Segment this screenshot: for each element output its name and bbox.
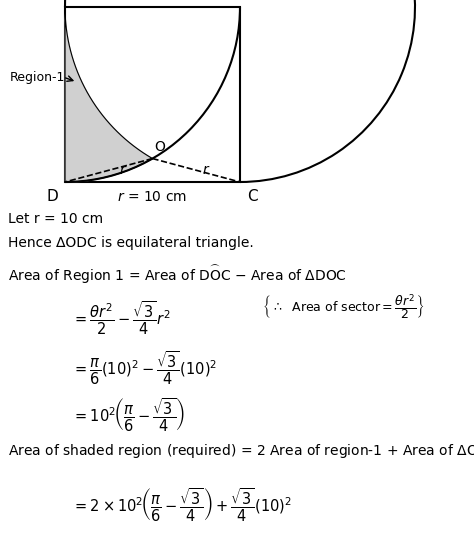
Polygon shape: [65, 7, 153, 182]
Text: $= 10^2\!\left(\dfrac{\pi}{6} - \dfrac{\sqrt{3}}{4}\right)$: $= 10^2\!\left(\dfrac{\pi}{6} - \dfrac{\…: [72, 397, 185, 434]
Text: O: O: [155, 140, 165, 154]
Text: $r$ = 10 cm: $r$ = 10 cm: [118, 190, 188, 204]
Text: Area of Region 1 = Area of $\overset{\frown}{\mathrm{DOC}}$ $-$ Area of $\Delta$: Area of Region 1 = Area of $\overset{\fr…: [8, 262, 347, 286]
Text: D: D: [46, 189, 58, 204]
Text: Hence ∆ODC is equilateral triangle.: Hence ∆ODC is equilateral triangle.: [8, 236, 254, 250]
Text: $= \dfrac{\theta r^2}{2} - \dfrac{\sqrt{3}}{4}r^2$: $= \dfrac{\theta r^2}{2} - \dfrac{\sqrt{…: [72, 300, 171, 337]
Text: $= 2\times 10^2\!\left(\dfrac{\pi}{6} - \dfrac{\sqrt{3}}{4}\right) + \dfrac{\sqr: $= 2\times 10^2\!\left(\dfrac{\pi}{6} - …: [72, 487, 292, 525]
Text: Area of shaded region (required) = 2 Area of region-1 + Area of $\Delta$ODC: Area of shaded region (required) = 2 Are…: [8, 442, 474, 460]
Text: C: C: [247, 189, 258, 204]
Text: $r$: $r$: [119, 163, 127, 177]
Text: Let r = 10 cm: Let r = 10 cm: [8, 212, 103, 226]
Text: $\left\{\therefore\ \ \mathrm{Area\ of\ sector} = \dfrac{\theta r^2}{2}\right\}$: $\left\{\therefore\ \ \mathrm{Area\ of\ …: [262, 292, 425, 322]
Text: $= \dfrac{\pi}{6}(10)^2 - \dfrac{\sqrt{3}}{4}(10)^2$: $= \dfrac{\pi}{6}(10)^2 - \dfrac{\sqrt{3…: [72, 350, 218, 387]
Text: Region-1: Region-1: [10, 70, 65, 83]
Bar: [65, 7, 240, 182]
Text: $r$: $r$: [202, 163, 210, 177]
